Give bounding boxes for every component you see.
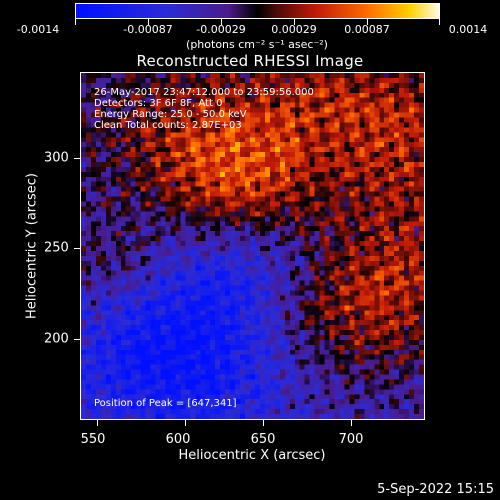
y-tick-label: 200 bbox=[44, 331, 69, 347]
heatmap-canvas bbox=[81, 73, 424, 419]
colorbar-label: -0.0014 bbox=[16, 23, 60, 36]
colorbar-tick bbox=[367, 19, 368, 25]
colorbar-label: -0.00029 bbox=[196, 23, 246, 36]
colorbar-tick bbox=[75, 19, 76, 25]
colorbar-label: 0.00087 bbox=[344, 23, 390, 36]
colorbar bbox=[75, 3, 440, 19]
info-energy-range: Energy Range: 25.0 - 50.0 keV bbox=[94, 109, 247, 120]
x-tick-label: 550 bbox=[80, 432, 106, 447]
colorbar-label: 0.0014 bbox=[448, 23, 488, 36]
y-tick-mark bbox=[74, 158, 80, 159]
rhessi-image: 26-May-2017 23:47:12.000 to 23:59:56.000… bbox=[80, 72, 425, 420]
y-tick-label: 300 bbox=[44, 150, 69, 166]
y-tick-mark bbox=[74, 339, 80, 340]
x-tick-mark bbox=[185, 420, 186, 426]
x-axis-label: Heliocentric X (arcsec) bbox=[178, 448, 326, 463]
y-tick-label: 250 bbox=[44, 240, 69, 256]
peak-position: Position of Peak = [647,341] bbox=[94, 398, 237, 409]
colorbar-label: 0.00029 bbox=[271, 23, 317, 36]
colorbar-tick bbox=[294, 19, 295, 25]
info-time-range: 26-May-2017 23:47:12.000 to 23:59:56.000 bbox=[94, 87, 314, 98]
image-title: Reconstructed RHESSI Image bbox=[136, 52, 364, 70]
x-tick-label: 700 bbox=[338, 432, 364, 447]
x-tick-mark bbox=[263, 420, 264, 426]
colorbar-label: -0.00087 bbox=[123, 23, 173, 36]
x-tick-mark bbox=[97, 420, 98, 426]
x-tick-label: 600 bbox=[165, 432, 191, 447]
colorbar-tick bbox=[439, 19, 440, 25]
info-total-counts: Clean Total counts: 2.87E+03 bbox=[94, 120, 242, 131]
info-detectors: Detectors: 3F 6F 8F, Att 0 bbox=[94, 98, 223, 109]
colorbar-tick bbox=[148, 19, 149, 25]
colorbar-tick bbox=[221, 19, 222, 25]
colorbar-units: (photons cm⁻² s⁻¹ asec⁻²) bbox=[186, 38, 328, 51]
x-tick-label: 650 bbox=[250, 432, 276, 447]
y-axis-label: Heliocentric Y (arcsec) bbox=[24, 173, 40, 319]
y-tick-mark bbox=[74, 248, 80, 249]
x-tick-mark bbox=[351, 420, 352, 426]
footer-date: 5-Sep-2022 15:15 bbox=[377, 482, 494, 497]
